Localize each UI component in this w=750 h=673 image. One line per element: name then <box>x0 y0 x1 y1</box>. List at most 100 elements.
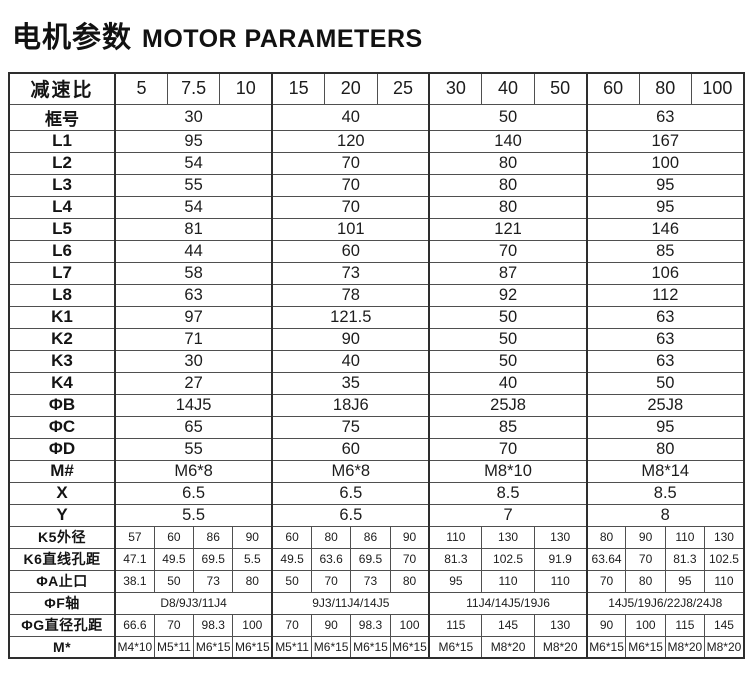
ratio-header-cell: 25 <box>376 72 430 105</box>
row-label: K1 <box>8 305 116 329</box>
table-row: M# M6*8 M6*8 M8*10 M8*14 <box>8 459 745 483</box>
param-cell: 85 <box>585 239 745 263</box>
param-cell: M6*15 <box>585 635 627 659</box>
param-cell: 60 <box>271 437 430 461</box>
param-cell: 120 <box>271 129 430 153</box>
param-cell: 92 <box>428 283 588 307</box>
table-row: Y 5.5 6.5 7 8 <box>8 503 745 527</box>
param-cell: 38.1 <box>114 569 155 593</box>
param-cell: 70 <box>310 569 352 593</box>
param-cell: M6*15 <box>350 635 391 659</box>
param-cell: 85 <box>428 415 588 439</box>
param-cell: 80 <box>428 151 588 175</box>
table-row: X 6.5 6.5 8.5 8.5 <box>8 481 745 505</box>
row-label: ΦD <box>8 437 116 461</box>
param-cell: 7 <box>428 503 588 527</box>
row-label: K4 <box>8 371 116 395</box>
param-cell: 115 <box>428 613 483 637</box>
param-cell: 70 <box>271 195 430 219</box>
row-label: ΦC <box>8 415 116 439</box>
row-label: L6 <box>8 239 116 263</box>
table-body: 减速比 5 7.5 10 15 20 25 30 40 50 60 80 100 框号 30 40 50 63 L1… <box>8 72 745 659</box>
ratio-header-cell: 100 <box>690 72 745 105</box>
param-cell: 80 <box>625 569 666 593</box>
param-cell: 145 <box>481 613 535 637</box>
param-cell: M8*20 <box>704 635 745 659</box>
param-cell: 49.5 <box>271 547 312 571</box>
param-cell: 70 <box>428 437 588 461</box>
param-cell: 9J3/11J4/14J5 <box>271 591 430 615</box>
param-cell: 73 <box>193 569 234 593</box>
param-cell: M6*15 <box>428 635 483 659</box>
param-cell: 110 <box>428 525 483 549</box>
row-label: L2 <box>8 151 116 175</box>
ratio-header-cell: 30 <box>428 72 483 105</box>
param-cell: 63 <box>585 349 745 373</box>
row-label: M* <box>8 635 116 659</box>
page-title-chinese: 电机参数 <box>12 22 133 54</box>
param-cell: M8*20 <box>533 635 588 659</box>
param-cell: 50 <box>428 349 588 373</box>
param-cell: M8*14 <box>585 459 745 483</box>
row-label: K3 <box>8 349 116 373</box>
param-cell: 146 <box>585 217 745 241</box>
param-cell: 6.5 <box>271 503 430 527</box>
param-cell: 50 <box>271 569 312 593</box>
param-cell: 63 <box>585 305 745 329</box>
param-cell: 80 <box>428 195 588 219</box>
ratio-header-cell: 5 <box>114 72 168 105</box>
param-cell: 95 <box>664 569 706 593</box>
param-cell: 8.5 <box>428 481 588 505</box>
row-label: L4 <box>8 195 116 219</box>
param-cell: 98.3 <box>350 613 391 637</box>
param-cell: 40 <box>428 371 588 395</box>
param-cell: 90 <box>389 525 430 549</box>
param-cell: 58 <box>114 261 273 285</box>
param-cell: D8/9J3/11J4 <box>114 591 273 615</box>
param-cell: 100 <box>232 613 273 637</box>
table-row: ΦC 65 75 85 95 <box>8 415 745 439</box>
param-cell: M5*11 <box>153 635 195 659</box>
param-cell: 49.5 <box>153 547 195 571</box>
param-cell: 70 <box>389 547 430 571</box>
param-cell: M6*15 <box>310 635 352 659</box>
param-cell: 14J5/19J6/22J8/24J8 <box>585 591 745 615</box>
param-cell: 145 <box>704 613 745 637</box>
table-row: ΦA止口 38.1 50 73 80 50 70 73 80 95 110 110 70 80 95 110 <box>8 569 745 593</box>
param-cell: M6*8 <box>271 459 430 483</box>
param-cell: 102.5 <box>481 547 535 571</box>
row-label: 框号 <box>8 103 116 131</box>
param-cell: 69.5 <box>350 547 391 571</box>
param-cell: 110 <box>533 569 588 593</box>
table-row: ΦD 55 60 70 80 <box>8 437 745 461</box>
param-cell: 90 <box>310 613 352 637</box>
param-cell: 91.9 <box>533 547 588 571</box>
param-cell: 63.64 <box>585 547 627 571</box>
table-row: K4 27 35 40 50 <box>8 371 745 395</box>
param-cell: 95 <box>585 173 745 197</box>
table-header-row: 减速比 5 7.5 10 15 20 25 30 40 50 60 80 100 <box>8 72 745 105</box>
param-cell: 50 <box>153 569 195 593</box>
param-cell: 30 <box>114 349 273 373</box>
page: 电机参数 MOTOR PARAMETERS 减速比 5 7.5 10 15 20 25 30 4… <box>8 22 745 659</box>
table-row: 框号 30 40 50 63 <box>8 103 745 131</box>
param-cell: M6*15 <box>193 635 234 659</box>
table-row: ΦF轴 D8/9J3/11J4 9J3/11J4/14J5 11J4/14J5/19J… <box>8 591 745 615</box>
param-cell: 70 <box>625 547 666 571</box>
param-cell: 70 <box>271 173 430 197</box>
param-cell: 81.3 <box>664 547 706 571</box>
table-row: L6 44 60 70 85 <box>8 239 745 263</box>
param-cell: 102.5 <box>704 547 745 571</box>
param-cell: 70 <box>271 613 312 637</box>
param-cell: M4*10 <box>114 635 155 659</box>
param-cell: 50 <box>428 305 588 329</box>
row-label: Y <box>8 503 116 527</box>
param-cell: 66.6 <box>114 613 155 637</box>
param-cell: 100 <box>389 613 430 637</box>
param-cell: M6*8 <box>114 459 273 483</box>
param-cell: 60 <box>271 239 430 263</box>
table-row: L7 58 73 87 106 <box>8 261 745 285</box>
param-cell: 63 <box>585 327 745 351</box>
param-cell: 5.5 <box>114 503 273 527</box>
param-cell: M6*15 <box>625 635 666 659</box>
